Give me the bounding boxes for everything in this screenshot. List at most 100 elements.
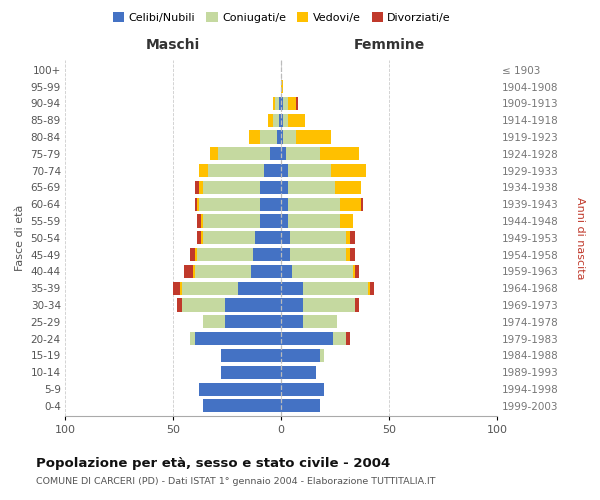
Bar xyxy=(340,198,361,211)
Bar xyxy=(281,80,283,93)
Bar xyxy=(281,382,325,396)
Bar xyxy=(340,214,353,228)
Bar xyxy=(281,130,283,143)
Bar xyxy=(249,130,260,143)
Bar xyxy=(201,214,203,228)
Bar xyxy=(255,232,281,244)
Bar xyxy=(281,232,290,244)
Bar xyxy=(221,349,281,362)
Bar xyxy=(178,298,182,312)
Bar xyxy=(350,248,355,261)
Bar xyxy=(277,130,281,143)
Bar xyxy=(195,332,281,345)
Bar xyxy=(197,232,201,244)
Bar xyxy=(335,181,361,194)
Bar xyxy=(287,164,331,177)
Bar xyxy=(350,232,355,244)
Bar xyxy=(287,198,340,211)
Bar xyxy=(260,130,277,143)
Bar xyxy=(286,147,320,160)
Bar xyxy=(290,248,346,261)
Bar xyxy=(281,164,287,177)
Bar xyxy=(279,97,281,110)
Bar xyxy=(195,198,197,211)
Bar xyxy=(281,298,303,312)
Bar xyxy=(370,282,374,295)
Bar xyxy=(264,164,281,177)
Bar xyxy=(333,332,346,345)
Bar xyxy=(182,298,225,312)
Bar xyxy=(320,349,325,362)
Bar xyxy=(173,282,179,295)
Bar xyxy=(271,147,281,160)
Bar xyxy=(221,366,281,379)
Bar xyxy=(203,316,225,328)
Bar xyxy=(253,248,281,261)
Bar xyxy=(260,198,281,211)
Bar xyxy=(361,198,364,211)
Bar xyxy=(303,298,355,312)
Bar xyxy=(238,282,281,295)
Bar xyxy=(281,214,287,228)
Bar xyxy=(303,282,368,295)
Bar xyxy=(287,97,296,110)
Bar xyxy=(203,232,255,244)
Text: Popolazione per età, sesso e stato civile - 2004: Popolazione per età, sesso e stato civil… xyxy=(36,458,390,470)
Bar xyxy=(292,265,353,278)
Bar xyxy=(197,214,201,228)
Bar xyxy=(346,232,350,244)
Bar xyxy=(281,316,303,328)
Bar xyxy=(355,298,359,312)
Bar xyxy=(331,164,365,177)
Bar xyxy=(275,97,279,110)
Legend: Celibi/Nubili, Coniugati/e, Vedovi/e, Divorziati/e: Celibi/Nubili, Coniugati/e, Vedovi/e, Di… xyxy=(109,8,455,28)
Bar xyxy=(283,97,287,110)
Bar xyxy=(190,248,195,261)
Bar xyxy=(281,265,292,278)
Bar xyxy=(260,181,281,194)
Bar xyxy=(346,332,350,345)
Bar xyxy=(195,248,197,261)
Bar xyxy=(281,97,283,110)
Bar xyxy=(281,181,287,194)
Bar xyxy=(368,282,370,295)
Text: COMUNE DI CARCERI (PD) - Dati ISTAT 1° gennaio 2004 - Elaborazione TUTTITALIA.IT: COMUNE DI CARCERI (PD) - Dati ISTAT 1° g… xyxy=(36,478,436,486)
Bar xyxy=(281,282,303,295)
Bar xyxy=(281,400,320,412)
Bar xyxy=(283,114,287,126)
Bar xyxy=(296,97,298,110)
Bar xyxy=(355,265,359,278)
Bar xyxy=(281,366,316,379)
Bar xyxy=(260,214,281,228)
Y-axis label: Fasce di età: Fasce di età xyxy=(15,204,25,271)
Bar xyxy=(287,181,335,194)
Bar xyxy=(182,282,238,295)
Bar xyxy=(218,147,271,160)
Bar xyxy=(203,400,281,412)
Bar xyxy=(346,248,350,261)
Bar xyxy=(190,332,195,345)
Bar xyxy=(272,114,279,126)
Bar xyxy=(199,198,260,211)
Bar xyxy=(208,164,264,177)
Bar xyxy=(195,181,199,194)
Bar xyxy=(225,298,281,312)
Bar xyxy=(268,114,272,126)
Bar xyxy=(251,265,281,278)
Bar xyxy=(203,214,260,228)
Bar xyxy=(296,130,331,143)
Bar xyxy=(197,198,199,211)
Bar xyxy=(195,265,251,278)
Bar xyxy=(184,265,193,278)
Bar xyxy=(201,232,203,244)
Bar xyxy=(281,332,333,345)
Bar xyxy=(303,316,337,328)
Bar xyxy=(199,382,281,396)
Bar xyxy=(281,349,320,362)
Bar xyxy=(281,114,283,126)
Bar xyxy=(290,232,346,244)
Bar xyxy=(210,147,218,160)
Y-axis label: Anni di nascita: Anni di nascita xyxy=(575,196,585,279)
Bar xyxy=(199,181,203,194)
Bar xyxy=(279,114,281,126)
